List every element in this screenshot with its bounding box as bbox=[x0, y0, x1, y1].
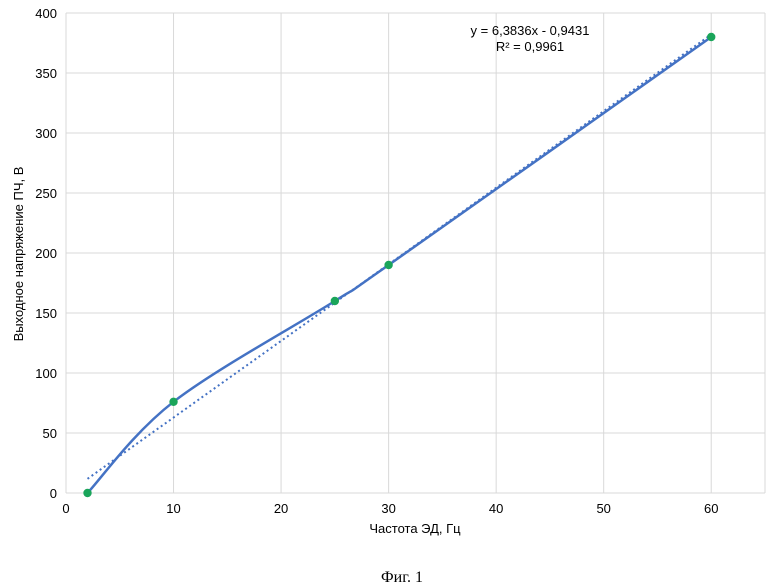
y-axis-title: Выходное напряжение ПЧ, В bbox=[11, 167, 26, 342]
y-tick-label: 200 bbox=[35, 246, 57, 261]
y-tick-label: 300 bbox=[35, 126, 57, 141]
y-tick-label: 250 bbox=[35, 186, 57, 201]
y-tick-label: 350 bbox=[35, 66, 57, 81]
x-tick-label: 0 bbox=[62, 501, 69, 516]
data-point bbox=[384, 261, 392, 269]
y-tick-label: 0 bbox=[50, 486, 57, 501]
tick-labels: 0 50 100 150 200 250 300 350 400 0 10 20 30 40 50 60 bbox=[35, 6, 718, 516]
data-point bbox=[169, 398, 177, 406]
y-tick-label: 100 bbox=[35, 366, 57, 381]
trendline-equation: y = 6,3836x - 0,9431 bbox=[471, 23, 590, 38]
y-tick-label: 50 bbox=[43, 426, 57, 441]
data-point bbox=[707, 33, 715, 41]
series-line bbox=[88, 37, 712, 493]
x-tick-label: 50 bbox=[596, 501, 610, 516]
x-tick-label: 20 bbox=[274, 501, 288, 516]
data-point bbox=[83, 489, 91, 497]
trendline-r-squared: R² = 0,9961 bbox=[496, 39, 564, 54]
grid bbox=[66, 13, 765, 493]
y-tick-label: 150 bbox=[35, 306, 57, 321]
x-tick-label: 10 bbox=[166, 501, 180, 516]
data-point bbox=[331, 297, 339, 305]
x-tick-label: 40 bbox=[489, 501, 503, 516]
x-tick-label: 60 bbox=[704, 501, 718, 516]
x-axis-title: Частота ЭД, Гц bbox=[369, 521, 461, 536]
figure-caption: Фиг. 1 bbox=[381, 569, 423, 586]
y-tick-label: 400 bbox=[35, 6, 57, 21]
x-tick-label: 30 bbox=[381, 501, 395, 516]
